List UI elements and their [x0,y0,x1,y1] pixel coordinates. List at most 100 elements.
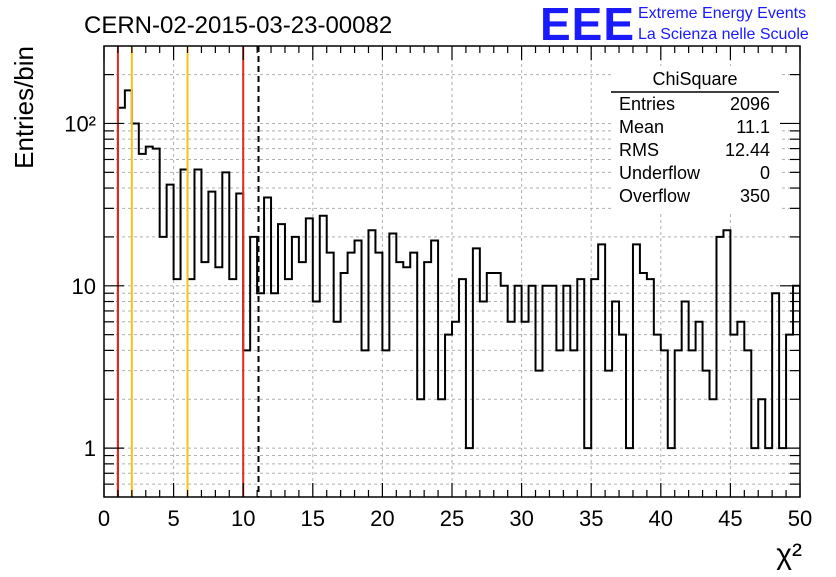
histogram-bin [501,286,508,497]
histogram-bin [424,262,431,497]
histogram-bin [278,224,285,497]
histogram-bin [355,241,362,497]
histogram-bin [716,237,723,497]
chart-title: CERN-02-2015-03-23-00082 [84,12,392,39]
histogram-bin [320,216,327,497]
histogram-bin [723,230,730,497]
histogram-bin [758,399,765,497]
logo-mark: EEE [540,0,635,50]
histogram-bin [222,172,229,497]
histogram-bin [285,279,292,497]
histogram-bin [619,335,626,497]
histogram-bin [403,267,410,497]
histogram-bin [800,399,807,497]
histogram-bin [640,273,647,497]
histogram-bin [696,322,703,497]
histogram-bin [598,244,605,497]
stats-row-value: 0 [760,163,770,183]
stats-box-bg [611,66,779,212]
histogram-bin [689,350,696,497]
histogram [116,89,835,497]
histogram-bin [236,194,243,497]
histogram-bin [668,448,675,497]
histogram-bin [229,279,236,497]
histogram-bin [563,286,570,497]
histogram-bin [250,237,257,497]
stats-row-label: Mean [619,117,664,137]
histogram-bin [417,399,424,497]
x-axis-label: χ² [776,538,802,571]
x-tick-label: 0 [98,506,110,531]
histogram-bin [334,322,341,497]
stats-row-value: 350 [740,186,770,206]
x-tick-label: 10 [231,506,255,531]
y-tick-label: 10² [64,111,96,136]
histogram-bin [306,218,313,497]
histogram-bin [174,279,181,497]
histogram-bin [710,399,717,497]
eee-logo: EEE Extreme Energy Events La Scienza nelle… [540,0,809,50]
histogram-bin [292,237,299,497]
histogram-bin [536,371,543,497]
histogram-bin [480,302,487,497]
histogram-bin [828,267,835,497]
axis-ticks [103,46,801,497]
histogram-bin [515,286,522,497]
histogram-bin [522,322,529,497]
histogram-bin [396,262,403,497]
y-tick-label: 10 [72,274,96,299]
histogram-bin [208,192,215,497]
histogram-bin [612,302,619,497]
histogram-bin [181,170,188,497]
histogram-bin [125,90,132,497]
histogram-bin [647,279,654,497]
x-tick-label: 40 [649,506,673,531]
stats-row-label: Underflow [619,163,701,183]
histogram-bin [327,253,334,497]
histogram-bin [194,170,201,497]
stats-box: ChiSquare Entries 2096 Mean 11.1 RMS 12.44 Unde… [611,66,779,212]
histogram-bin [348,253,355,497]
y-tick-label: 1 [84,436,96,461]
histogram-bin [779,448,786,497]
logo-line-1: Extreme Energy Events [638,5,806,22]
histogram-bin [153,149,160,497]
histogram-bin [703,371,710,497]
logo-line-2: La Scienza nelle Scuole [638,26,809,43]
stats-box-name: ChiSquare [652,69,737,89]
histogram-bin [215,267,222,497]
histogram-series [116,89,800,497]
histogram-bin [765,448,772,497]
stats-row-value: 12.44 [725,140,770,160]
histogram-bin [661,350,668,497]
histogram-bin [577,279,584,497]
histogram-bin [605,371,612,497]
x-tick-label: 50 [788,506,812,531]
histogram-bin [243,350,250,497]
x-tick-label: 45 [718,506,742,531]
histogram-bin [786,335,793,497]
x-tick-label: 20 [370,506,394,531]
histogram-bin [487,273,494,497]
histogram-bin [445,335,452,497]
stats-row-label: Entries [619,94,675,114]
histogram-bin [807,311,814,497]
histogram-bin [118,108,125,497]
histogram-bin [508,322,515,497]
stats-row-label: Overflow [619,186,691,206]
histogram-bin [473,248,480,497]
histogram-bin [389,233,396,497]
histogram-bin [167,185,174,497]
histogram-bin [591,279,598,497]
stats-row-value: 2096 [730,94,770,114]
histogram-bin [570,350,577,497]
histogram-bin [132,123,139,497]
histogram-bin [675,350,682,497]
histogram-bin [542,286,549,497]
x-tick-label: 15 [301,506,325,531]
histogram-bin [814,302,821,497]
stats-row-label: RMS [619,140,659,160]
histogram-bin [737,322,744,497]
